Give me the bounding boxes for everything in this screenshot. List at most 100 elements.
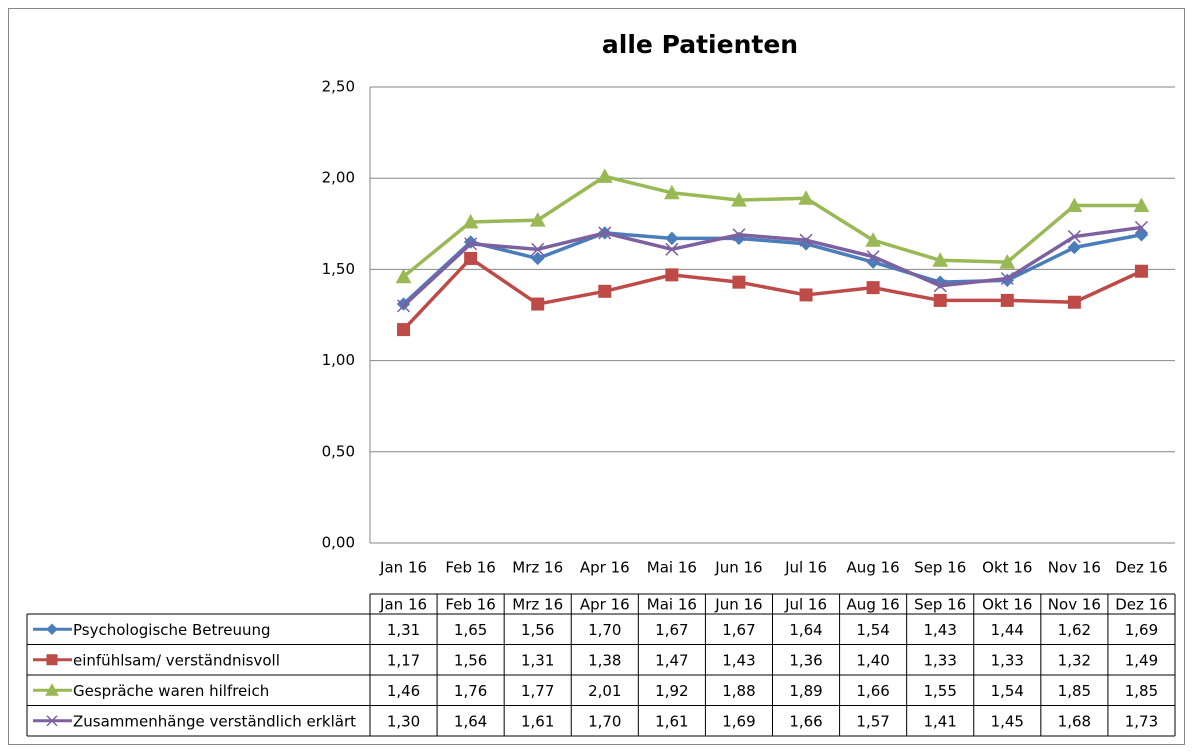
table-cell: 1,88 <box>722 682 755 700</box>
series-line <box>402 174 1142 279</box>
data-point <box>1066 197 1083 213</box>
table-header: Apr 16 <box>580 596 630 614</box>
data-point <box>464 251 478 265</box>
data-point <box>1067 230 1081 244</box>
table-cell: 1,44 <box>991 621 1024 639</box>
data-point <box>665 242 679 256</box>
series-line <box>402 256 1143 331</box>
table-cell: 1,66 <box>856 682 889 700</box>
table-header: Jun 16 <box>714 596 762 614</box>
data-point <box>798 190 814 205</box>
table-cell: 1,67 <box>722 621 755 639</box>
data-point <box>665 231 679 246</box>
table-cell: 1,46 <box>387 682 420 700</box>
table-header: Jan 16 <box>379 596 427 614</box>
table-cell: 1,36 <box>789 651 822 669</box>
x-tick-label: Aug 16 <box>847 559 900 577</box>
table-cell: 1,73 <box>1125 712 1158 730</box>
table-cell: 1,70 <box>588 712 621 730</box>
data-point <box>1134 228 1149 242</box>
table-cell: 1,31 <box>521 651 554 669</box>
table-cell: 1,32 <box>1058 651 1091 669</box>
table-header: Nov 16 <box>1048 596 1101 614</box>
legend-marker <box>46 623 58 635</box>
table-cell: 1,54 <box>856 621 889 639</box>
series-line <box>402 231 1142 306</box>
chart-border <box>8 8 1185 745</box>
data-point <box>464 237 478 251</box>
table-cell: 1,65 <box>454 621 487 639</box>
data-point <box>866 250 880 264</box>
data-point <box>531 242 545 256</box>
table-cell: 1,61 <box>521 712 554 730</box>
series-line <box>402 225 1142 308</box>
data-point <box>395 268 412 284</box>
data-point <box>865 232 881 247</box>
x-tick-label: Jun 16 <box>714 559 762 577</box>
data-point <box>999 254 1016 269</box>
y-tick-label: 0,50 <box>322 442 355 460</box>
data-point <box>1134 220 1148 234</box>
table-cell: 1,62 <box>1058 621 1091 639</box>
data-point <box>529 212 546 227</box>
table-cell: 1,70 <box>588 621 621 639</box>
legend-label: Zusammenhänge verständlich erklärt <box>73 712 356 730</box>
x-tick-label: Mai 16 <box>647 559 697 577</box>
data-point <box>664 184 680 200</box>
table-cell: 1,55 <box>924 682 957 700</box>
table-cell: 1,85 <box>1125 682 1158 700</box>
x-tick-label: Feb 16 <box>445 559 495 577</box>
table-cell: 1,43 <box>722 651 755 669</box>
table-cell: 1,43 <box>924 621 957 639</box>
table-header: Dez 16 <box>1115 596 1168 614</box>
y-tick-label: 1,50 <box>322 260 355 278</box>
table-cell: 1,61 <box>655 712 688 730</box>
table-header: Okt 16 <box>982 596 1032 614</box>
legend-label: Gespräche waren hilfreich <box>73 682 269 700</box>
x-tick-label: Sep 16 <box>914 559 966 577</box>
data-point <box>732 228 746 242</box>
table-cell: 1,67 <box>655 621 688 639</box>
table-cell: 1,76 <box>454 682 487 700</box>
table-cell: 1,66 <box>789 712 822 730</box>
data-point <box>1067 240 1082 255</box>
data-point <box>731 192 747 207</box>
data-point <box>1000 293 1014 307</box>
table-cell: 1,56 <box>521 621 554 639</box>
data-point <box>462 213 479 229</box>
data-point <box>665 268 679 282</box>
y-tick-label: 2,00 <box>322 169 355 187</box>
data-point <box>1134 264 1148 278</box>
x-tick-label: Jul 16 <box>784 559 827 577</box>
data-point <box>1133 197 1150 213</box>
x-tick-label: Apr 16 <box>580 559 630 577</box>
table-cell: 1,38 <box>588 651 621 669</box>
table-cell: 1,69 <box>722 712 755 730</box>
y-tick-label: 2,50 <box>322 78 355 96</box>
table-header: Aug 16 <box>847 596 900 614</box>
data-point <box>1067 295 1081 309</box>
x-tick-label: Jan 16 <box>379 559 427 577</box>
legend-marker <box>46 715 58 727</box>
data-point <box>397 299 411 313</box>
table-cell: 1,31 <box>387 621 420 639</box>
table-cell: 1,89 <box>789 682 822 700</box>
table-cell: 1,49 <box>1125 651 1158 669</box>
table-cell: 1,30 <box>387 712 420 730</box>
legend-label: einfühlsam/ verständnisvoll <box>73 651 280 669</box>
table-cell: 1,17 <box>387 651 420 669</box>
data-point <box>531 297 545 311</box>
table-cell: 1,56 <box>454 651 487 669</box>
table-header: Sep 16 <box>914 596 966 614</box>
table-cell: 1,85 <box>1058 682 1091 700</box>
legend-marker <box>45 683 59 696</box>
data-point <box>799 233 813 247</box>
data-point <box>598 284 612 298</box>
chart-title: alle Patienten <box>602 30 798 59</box>
data-point <box>397 323 411 337</box>
data-point <box>932 252 949 267</box>
data-point <box>799 288 813 302</box>
table-cell: 1,33 <box>924 651 957 669</box>
x-tick-label: Dez 16 <box>1115 559 1168 577</box>
